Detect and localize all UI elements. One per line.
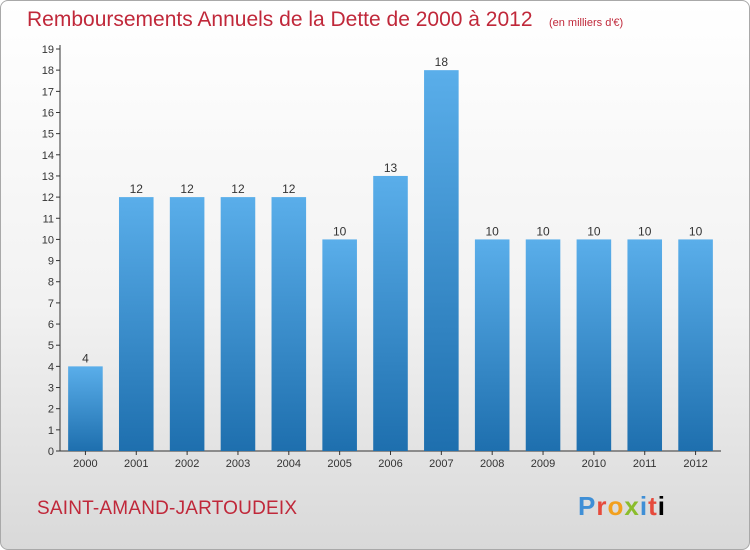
x-tick-label: 2012 bbox=[683, 458, 707, 470]
y-tick-label: 8 bbox=[48, 277, 54, 289]
y-tick-label: 0 bbox=[48, 446, 54, 458]
bar-2000 bbox=[68, 366, 103, 451]
x-tick-label: 2007 bbox=[429, 458, 453, 470]
x-tick-label: 2008 bbox=[480, 458, 504, 470]
data-labels: 4 12 12 12 12 10 13 18 10 10 10 10 10 bbox=[82, 55, 702, 365]
bars bbox=[68, 70, 713, 451]
y-tick-label: 9 bbox=[48, 256, 54, 268]
brand-letter: t bbox=[648, 491, 658, 521]
title-row: Remboursements Annuels de la Dette de 20… bbox=[27, 8, 623, 32]
x-axis: 2000 2001 2002 2003 2004 2005 2006 2007 2008 2009… bbox=[60, 450, 721, 470]
bar-value-label: 12 bbox=[180, 182, 194, 196]
y-tick-label: 4 bbox=[48, 361, 54, 373]
y-tick-label: 10 bbox=[42, 234, 54, 246]
y-tick-label: 11 bbox=[43, 213, 54, 225]
y-tick-label: 2 bbox=[48, 404, 54, 416]
brand-letter: i bbox=[657, 491, 666, 521]
y-tick-label: 7 bbox=[48, 298, 54, 310]
bar-2009 bbox=[525, 239, 561, 451]
bar-2004 bbox=[271, 197, 307, 451]
y-tick-label: 19 bbox=[42, 44, 54, 56]
x-tick-label: 2001 bbox=[124, 458, 148, 470]
x-tick-label: 2000 bbox=[73, 458, 97, 470]
x-tick-label: 2010 bbox=[582, 458, 606, 470]
y-tick-label: 6 bbox=[48, 319, 54, 331]
x-tick-label: 2006 bbox=[378, 458, 402, 470]
brand-letter: r bbox=[596, 491, 608, 521]
bar-value-label: 13 bbox=[384, 161, 398, 175]
brand-letter: P bbox=[578, 491, 597, 521]
bar-value-label: 10 bbox=[333, 224, 347, 238]
bar-value-label: 10 bbox=[536, 224, 550, 238]
chart-title: Remboursements Annuels de la Dette de 20… bbox=[27, 8, 533, 31]
bar-value-label: 10 bbox=[587, 224, 601, 238]
y-tick-label: 16 bbox=[42, 107, 54, 119]
bar-2007 bbox=[424, 70, 459, 451]
y-tick-label: 15 bbox=[42, 129, 54, 141]
y-tick-label: 3 bbox=[48, 383, 54, 395]
brand-letter: x bbox=[624, 491, 640, 521]
x-tick-label: 2004 bbox=[277, 458, 301, 470]
y-tick-label: 5 bbox=[48, 340, 54, 352]
bar-2002 bbox=[169, 197, 205, 451]
bar-2010 bbox=[576, 239, 612, 451]
bar-2005 bbox=[322, 239, 357, 451]
chart-unit-note: (en milliers d'€) bbox=[548, 17, 624, 29]
bar-value-label: 10 bbox=[689, 224, 703, 238]
y-tick-label: 17 bbox=[42, 86, 54, 98]
bar-2001 bbox=[118, 197, 154, 451]
brand-logo: Proxiti bbox=[578, 491, 666, 522]
bar-value-label: 10 bbox=[486, 224, 500, 238]
y-tick-label: 13 bbox=[42, 171, 54, 183]
bar-value-label: 12 bbox=[231, 182, 245, 196]
brand-letter: o bbox=[607, 491, 625, 521]
x-tick-label: 2009 bbox=[531, 458, 555, 470]
y-tick-label: 1 bbox=[48, 425, 54, 437]
x-tick-label: 2003 bbox=[226, 458, 250, 470]
bar-2012 bbox=[678, 239, 713, 451]
bar-value-label: 12 bbox=[130, 182, 144, 196]
bar-value-label: 12 bbox=[282, 182, 296, 196]
bar-value-label: 18 bbox=[435, 55, 449, 69]
y-tick-label: 12 bbox=[42, 192, 54, 204]
x-tick-label: 2005 bbox=[327, 458, 351, 470]
city-name: SAINT-AMAND-JARTOUDEIX bbox=[37, 498, 298, 519]
y-tick-label: 18 bbox=[42, 65, 54, 77]
bar-value-label: 10 bbox=[638, 224, 652, 238]
bar-2006 bbox=[373, 175, 408, 451]
y-tick-label: 14 bbox=[42, 150, 54, 162]
brand-letter: i bbox=[639, 491, 649, 521]
bar-2011 bbox=[627, 239, 663, 451]
bar-2008 bbox=[474, 239, 510, 451]
x-tick-label: 2002 bbox=[175, 458, 199, 470]
x-tick-label: 2011 bbox=[633, 458, 657, 470]
bar-value-label: 4 bbox=[82, 351, 89, 365]
bar-2003 bbox=[220, 197, 256, 451]
